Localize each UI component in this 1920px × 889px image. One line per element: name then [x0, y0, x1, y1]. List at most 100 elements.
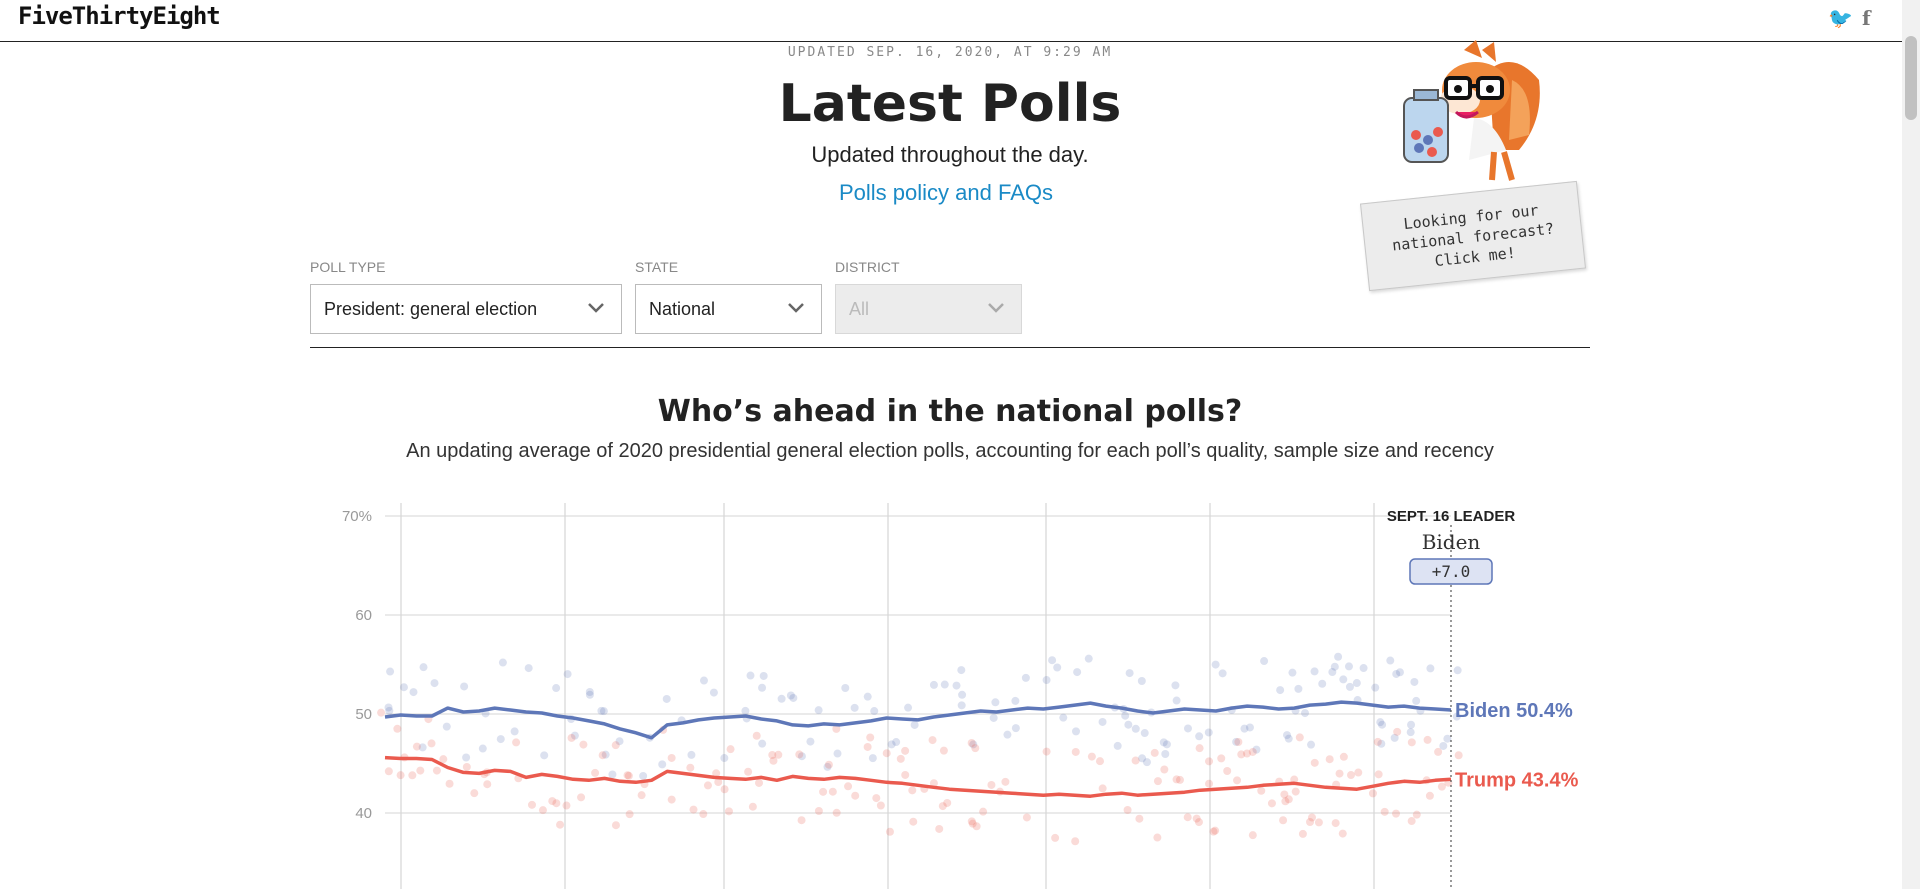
chevron-down-icon [788, 303, 804, 313]
poll-dot [1003, 730, 1012, 739]
poll-dot [524, 664, 533, 673]
poll-dot [703, 781, 712, 790]
scrollbar-thumb[interactable] [1905, 36, 1917, 120]
poll-dot [1138, 754, 1147, 763]
poll-dot [908, 786, 917, 795]
poll-dot [1195, 732, 1204, 741]
poll-dot [1395, 668, 1404, 677]
poll-dot [1123, 806, 1132, 815]
poll-dot [385, 706, 394, 715]
poll-dot [427, 739, 436, 748]
poll-dot [1307, 813, 1316, 822]
chart-title: Who’s ahead in the national polls? [657, 394, 1243, 429]
poll-dot [408, 771, 417, 780]
poll-dot [971, 744, 980, 753]
poll-type-label: POLL TYPE [310, 259, 386, 275]
poll-type-select[interactable]: President: general election [310, 284, 622, 334]
poll-dot [579, 740, 588, 749]
poll-dot [432, 766, 441, 775]
poll-dot [755, 778, 764, 787]
poll-dot [752, 731, 761, 740]
state-select[interactable]: National [635, 284, 822, 334]
poll-dot [608, 770, 617, 779]
poll-dot [1368, 789, 1377, 798]
poll-dot [478, 744, 487, 753]
poll-dot [1310, 667, 1319, 676]
poll-dot [823, 762, 832, 771]
poll-dot [1392, 809, 1401, 818]
poll-dot [1390, 733, 1399, 742]
chevron-down-icon [588, 303, 604, 313]
poll-dot [1245, 723, 1254, 732]
fox-mascot-icon[interactable] [1394, 40, 1554, 195]
y-tick-label: 50 [355, 706, 372, 723]
state-label: STATE [635, 259, 679, 275]
poll-dot [968, 819, 977, 828]
poll-dot [1407, 738, 1416, 747]
poll-dot [904, 703, 913, 712]
poll-dot [1211, 826, 1220, 835]
poll-dot [1125, 669, 1134, 678]
site-logo[interactable]: FiveThirtyEight [18, 2, 221, 30]
poll-dot [409, 688, 418, 697]
facebook-icon[interactable]: f [1862, 6, 1871, 30]
poll-dot [1354, 768, 1363, 777]
poll-dot [439, 755, 448, 764]
poll-dot [726, 745, 735, 754]
poll-dot [1406, 728, 1415, 737]
poll-dot [833, 749, 842, 758]
poll-dot [1048, 656, 1057, 665]
vertical-scrollbar[interactable] [1902, 0, 1920, 889]
poll-dot [1011, 724, 1020, 733]
poll-dot [910, 720, 919, 729]
poll-dot [462, 753, 471, 762]
poll-dot [746, 671, 755, 680]
poll-dot [460, 682, 469, 691]
poll-dot [1437, 782, 1446, 791]
twitter-icon[interactable]: 🐦 [1828, 8, 1853, 30]
poll-type-value: President: general election [324, 299, 538, 319]
poll-dot [712, 769, 721, 778]
poll-dot [1131, 756, 1140, 765]
poll-dot [1443, 734, 1452, 743]
poll-dot [1392, 669, 1401, 678]
poll-dot [806, 737, 815, 746]
poll-dot [1234, 738, 1243, 747]
poll-dot [786, 691, 795, 700]
poll-dot [744, 767, 753, 776]
poll-dot [929, 680, 938, 689]
poll-dot [585, 690, 594, 699]
poll-dot [462, 762, 471, 771]
poll-dot [929, 779, 938, 788]
poll-dot [844, 782, 853, 791]
y-tick-label: 40 [355, 805, 372, 822]
poll-dot [384, 767, 393, 776]
poll-dot [972, 822, 981, 831]
poll-dot [1339, 752, 1348, 761]
poll-dot [1373, 737, 1382, 746]
poll-dot [386, 667, 395, 676]
poll-dot [866, 733, 875, 742]
poll-dot [1452, 712, 1461, 721]
poll-dot [556, 820, 565, 829]
poll-dot [1344, 662, 1353, 671]
poll-dot [1325, 755, 1334, 764]
poll-dot [667, 753, 676, 762]
poll-dot [1291, 787, 1300, 796]
poll-dot [1248, 747, 1257, 756]
poll-dot [1248, 831, 1257, 840]
poll-dot [562, 801, 571, 810]
polls-policy-link[interactable]: Polls policy and FAQs [839, 180, 1053, 205]
poll-dot [1314, 818, 1323, 827]
poll-dot [1330, 662, 1339, 671]
poll-dot [470, 789, 479, 798]
poll-dot [720, 785, 729, 794]
poll-dot [591, 768, 600, 777]
poll-dot [1137, 677, 1146, 686]
poll-dot [419, 663, 428, 672]
poll-dot [1209, 827, 1218, 836]
poll-dot [1331, 819, 1340, 828]
poll-dot [1205, 757, 1214, 766]
series-line-biden [384, 700, 1452, 740]
